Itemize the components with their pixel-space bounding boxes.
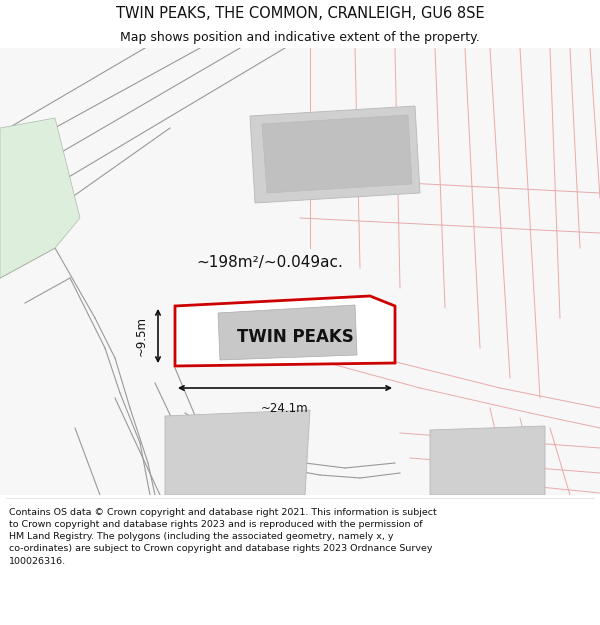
Text: Map shows position and indicative extent of the property.: Map shows position and indicative extent… (120, 31, 480, 44)
Polygon shape (250, 106, 420, 203)
Polygon shape (430, 426, 545, 495)
Polygon shape (218, 305, 357, 360)
Polygon shape (175, 296, 395, 366)
Polygon shape (165, 410, 310, 495)
Text: ~24.1m: ~24.1m (261, 402, 309, 415)
Text: ~198m²/~0.049ac.: ~198m²/~0.049ac. (197, 256, 343, 271)
Text: Contains OS data © Crown copyright and database right 2021. This information is : Contains OS data © Crown copyright and d… (9, 508, 437, 566)
Text: TWIN PEAKS: TWIN PEAKS (236, 328, 353, 346)
Polygon shape (0, 118, 80, 278)
Text: TWIN PEAKS, THE COMMON, CRANLEIGH, GU6 8SE: TWIN PEAKS, THE COMMON, CRANLEIGH, GU6 8… (116, 6, 484, 21)
Text: ~9.5m: ~9.5m (135, 316, 148, 356)
Polygon shape (262, 115, 412, 193)
